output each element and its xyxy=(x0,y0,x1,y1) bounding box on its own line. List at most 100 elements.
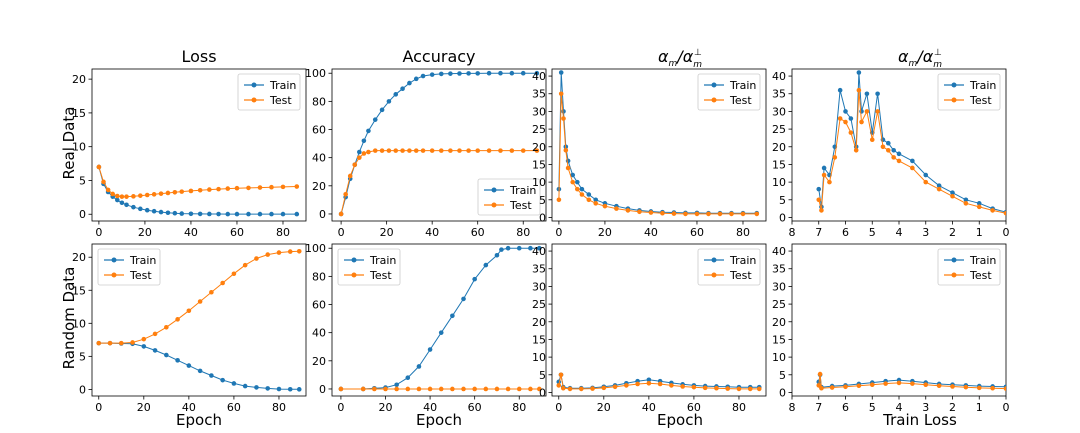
x-tick-label: 4 xyxy=(896,226,903,239)
y-tick-label: 0 xyxy=(319,383,326,396)
legend-label-train: Train xyxy=(129,254,156,267)
data-point-test xyxy=(829,385,835,390)
data-point-test xyxy=(843,384,848,390)
y-tick-label: 35 xyxy=(532,263,546,276)
data-point-train xyxy=(207,211,212,217)
data-point-train xyxy=(254,385,259,390)
data-point-train xyxy=(197,211,203,217)
data-point-test xyxy=(714,385,719,391)
data-point-train xyxy=(429,72,435,77)
data-point-test xyxy=(827,179,832,185)
axes-frame xyxy=(551,68,767,222)
data-point-train xyxy=(257,211,263,217)
panel-rand-loss: 0 20 40 60 80 0 5 10 15 20 Train Test xyxy=(72,243,307,414)
y-tick-label: 40 xyxy=(532,70,546,83)
data-point-test xyxy=(875,109,880,114)
data-point-test xyxy=(152,331,158,337)
x-label-train-loss: Train Loss xyxy=(882,411,957,429)
data-point-test xyxy=(138,193,143,198)
x-tick-label: 8 xyxy=(789,401,796,414)
x-tick-label: 6 xyxy=(842,226,849,239)
legend-label-train: Train xyxy=(729,79,756,92)
legend-label-test: Test xyxy=(969,269,992,282)
data-point-test xyxy=(578,386,584,392)
y-tick-label: 5 xyxy=(779,369,786,382)
data-point-train xyxy=(179,211,185,216)
data-point-train xyxy=(843,109,848,114)
data-point-train xyxy=(115,197,120,203)
y-tick-label: 25 xyxy=(532,298,546,311)
y-tick-label: 15 xyxy=(72,284,86,297)
data-point-test xyxy=(556,197,562,203)
y-tick-label: 20 xyxy=(532,316,546,329)
data-point-train xyxy=(366,128,371,134)
data-point-train xyxy=(461,296,466,302)
x-tick-label: 0 xyxy=(1003,401,1010,414)
legend: Train Test xyxy=(697,73,761,111)
x-tick-label: 20 xyxy=(138,226,152,239)
data-point-test xyxy=(528,386,533,392)
legend-label-train: Train xyxy=(729,254,756,267)
legend-marker-train xyxy=(351,257,357,263)
data-point-train xyxy=(269,211,274,217)
legend-label-test: Test xyxy=(969,94,992,107)
data-point-train xyxy=(494,252,500,258)
data-point-test xyxy=(891,155,896,160)
y-tick-label: 0 xyxy=(779,211,786,224)
data-point-train xyxy=(294,211,300,217)
data-point-train xyxy=(466,71,471,76)
x-tick-label: 7 xyxy=(815,226,822,239)
legend-marker-test xyxy=(491,202,497,208)
data-point-test xyxy=(450,386,455,392)
data-point-test xyxy=(624,383,629,388)
data-point-test xyxy=(505,386,511,392)
data-point-test xyxy=(186,308,192,314)
data-point-train xyxy=(400,86,405,92)
data-point-train xyxy=(498,70,503,76)
data-point-train xyxy=(936,183,942,188)
data-point-test xyxy=(220,280,225,286)
x-tick-label: 40 xyxy=(182,401,196,414)
column-title-accuracy: Accuracy xyxy=(402,47,475,66)
data-point-train xyxy=(393,92,399,97)
data-point-test xyxy=(736,386,742,392)
data-point-test xyxy=(816,197,822,203)
data-point-train xyxy=(276,386,282,392)
data-point-test xyxy=(287,249,293,254)
x-tick-label: 1 xyxy=(976,226,983,239)
data-point-test xyxy=(520,148,526,153)
y-tick-label: 25 xyxy=(772,123,786,136)
data-point-train xyxy=(188,211,194,217)
data-point-test xyxy=(483,386,489,392)
data-point-test xyxy=(886,148,891,153)
data-point-test xyxy=(843,119,848,125)
y-tick-label: 5 xyxy=(539,369,546,382)
data-point-test xyxy=(694,211,700,217)
data-point-test xyxy=(729,211,734,217)
data-point-train xyxy=(816,186,822,192)
data-point-train xyxy=(186,363,192,368)
data-point-test xyxy=(869,382,875,387)
x-tick-label: 20 xyxy=(137,401,151,414)
x-label-epoch-1: Epoch xyxy=(176,411,222,429)
y-tick-label: 15 xyxy=(772,333,786,346)
data-point-train xyxy=(158,209,164,215)
data-point-test xyxy=(461,386,466,392)
data-point-train xyxy=(438,330,444,335)
axes-frame xyxy=(551,243,767,397)
data-point-train xyxy=(505,245,511,251)
data-point-test xyxy=(175,317,180,322)
x-tick-label: 3 xyxy=(922,226,929,239)
data-point-train xyxy=(427,347,433,352)
data-point-train xyxy=(246,211,251,217)
data-point-train xyxy=(864,91,870,97)
y-tick-label: 0 xyxy=(539,386,546,399)
data-point-test xyxy=(118,340,124,346)
data-point-test xyxy=(593,201,599,206)
y-tick-label: 80 xyxy=(312,95,326,108)
legend-label-train: Train xyxy=(269,79,296,92)
data-point-test xyxy=(856,87,862,93)
x-tick-label: 60 xyxy=(230,226,244,239)
data-point-test xyxy=(706,211,711,217)
y-tick-label: 15 xyxy=(772,158,786,171)
